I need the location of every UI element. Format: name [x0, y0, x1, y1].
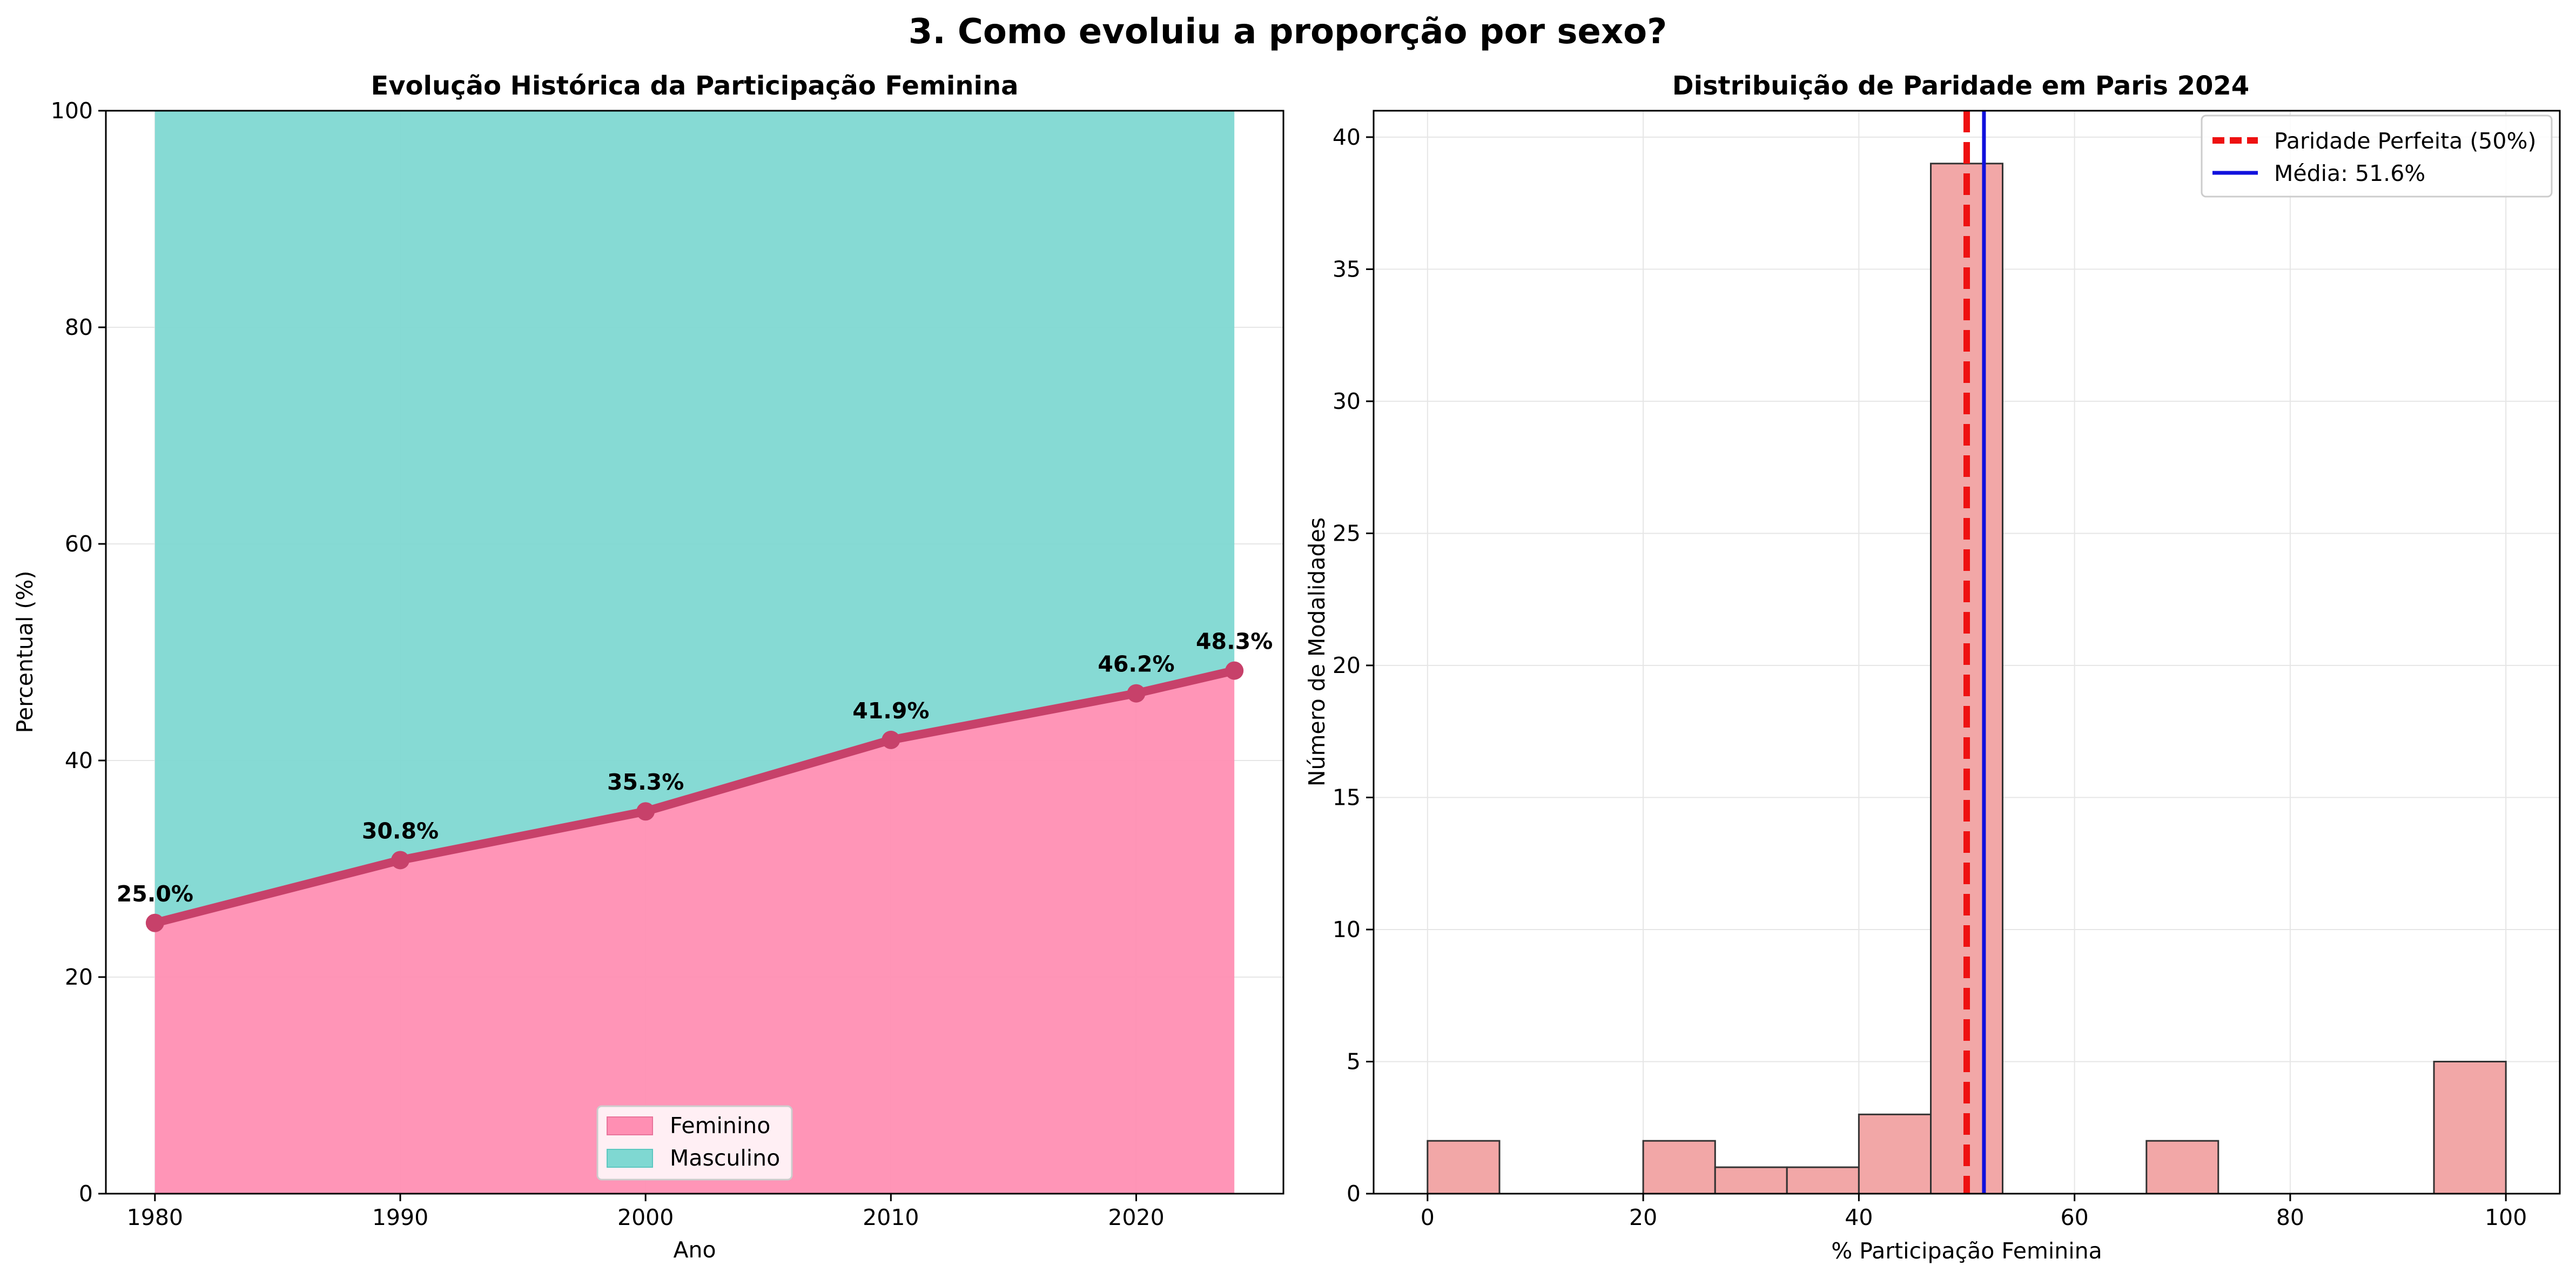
- area-masculino: [154, 111, 1235, 923]
- area-feminino: [154, 670, 1235, 1194]
- histogram-bar: [1427, 1140, 1501, 1195]
- right-x-axis-label: % Participação Feminina: [1831, 1238, 2102, 1264]
- right-x-ticks: 0 20 40 60 80 100: [1421, 1194, 2527, 1230]
- left-y-ticks: 0 20 40 60 80 100: [51, 98, 106, 1207]
- data-label: 41.9%: [852, 698, 929, 724]
- left-line-series: [150, 666, 1239, 927]
- right-reference-lines: [1963, 111, 1986, 1194]
- data-point: [1127, 684, 1146, 703]
- right-y-tick-label: 5: [1347, 1048, 1361, 1074]
- right-y-tick-label: 15: [1333, 784, 1361, 810]
- histogram-bar: [1858, 1113, 1932, 1195]
- legend-label-media: Média: 51.6%: [2274, 160, 2425, 186]
- left-y-tick-label: 60: [65, 531, 93, 557]
- left-area-fills: [154, 111, 1235, 1194]
- left-x-tick-label: 1990: [372, 1204, 428, 1230]
- right-y-tick-label: 40: [1333, 124, 1361, 150]
- histogram-bar: [1642, 1140, 1716, 1195]
- left-chart-title: Evolução Histórica da Participação Femin…: [371, 71, 1018, 101]
- right-legend-box: [2201, 115, 2553, 198]
- right-x-tick-label: 20: [1629, 1204, 1657, 1230]
- histogram-bar: [2433, 1060, 2507, 1195]
- data-label: 25.0%: [117, 881, 193, 907]
- left-plot-frame: [105, 110, 1284, 1195]
- legend-label-masculino: Masculino: [670, 1145, 780, 1171]
- legend-label-feminino: Feminino: [670, 1113, 770, 1139]
- histogram-bar: [2145, 1140, 2219, 1195]
- right-chart-panel: Distribuição de Paridade em Paris 2024 0…: [1304, 71, 2561, 1264]
- right-x-tick-label: 60: [2061, 1204, 2089, 1230]
- right-y-tick-label: 20: [1333, 652, 1361, 678]
- figure-suptitle: 3. Como evoluiu a proporção por sexo?: [909, 12, 1667, 52]
- right-x-tick-label: 40: [1845, 1204, 1873, 1230]
- right-y-axis-label: Número de Modalidades: [1304, 517, 1330, 786]
- data-label: 35.3%: [607, 769, 684, 795]
- right-x-tick-label: 100: [2485, 1204, 2527, 1230]
- line-feminino: [150, 666, 1239, 927]
- right-x-tick-label: 80: [2276, 1204, 2304, 1230]
- right-chart-title: Distribuição de Paridade em Paris 2024: [1672, 71, 2249, 101]
- left-x-tick-label: 1980: [127, 1204, 183, 1230]
- right-plot-frame: [1373, 110, 2561, 1195]
- legend-swatch-feminino: [607, 1116, 653, 1135]
- left-x-tick-label: 2020: [1108, 1204, 1164, 1230]
- right-x-tick-label: 0: [1421, 1204, 1435, 1230]
- left-y-tick-label: 40: [65, 748, 93, 773]
- right-y-tick-label: 35: [1333, 256, 1361, 282]
- right-y-tick-label: 10: [1333, 917, 1361, 943]
- left-x-tick-label: 2010: [863, 1204, 919, 1230]
- data-point: [1225, 661, 1244, 680]
- left-y-axis-label: Percentual (%): [12, 571, 38, 733]
- left-x-axis-label: Ano: [673, 1237, 716, 1263]
- left-y-tick-label: 20: [65, 964, 93, 990]
- right-y-tick-label: 0: [1347, 1181, 1361, 1207]
- legend-swatch-masculino: [607, 1149, 653, 1168]
- left-x-ticks: 1980 1990 2000 2010 2020: [127, 1194, 1165, 1230]
- left-legend: Feminino Masculino: [596, 1105, 793, 1181]
- data-label: 46.2%: [1098, 651, 1174, 677]
- right-y-tick-label: 30: [1333, 388, 1361, 414]
- histogram-bar: [1786, 1166, 1860, 1195]
- data-point: [882, 730, 900, 749]
- data-point: [391, 851, 409, 870]
- left-data-labels: 25.0% 30.8% 35.3% 41.9% 46.2% 48.3%: [117, 629, 1273, 907]
- data-point: [636, 802, 655, 821]
- right-legend: Paridade Perfeita (50%) Média: 51.6%: [2201, 115, 2553, 198]
- left-y-tick-label: 0: [79, 1181, 93, 1207]
- left-y-tick-label: 80: [65, 314, 93, 340]
- left-y-tick-label: 100: [51, 98, 93, 124]
- data-point: [145, 913, 164, 932]
- data-label: 30.8%: [362, 818, 439, 844]
- legend-label-paridade: Paridade Perfeita (50%): [2274, 128, 2536, 154]
- data-label: 48.3%: [1196, 629, 1273, 655]
- left-chart-panel: Evolução Histórica da Participação Femin…: [12, 71, 1284, 1263]
- left-data-points: [145, 661, 1244, 932]
- histogram-bar: [1714, 1166, 1788, 1195]
- right-y-tick-label: 25: [1333, 520, 1361, 546]
- right-y-ticks: 0 5 10 15 20 25 30 35 40: [1333, 124, 1374, 1207]
- left-x-tick-label: 2000: [617, 1204, 674, 1230]
